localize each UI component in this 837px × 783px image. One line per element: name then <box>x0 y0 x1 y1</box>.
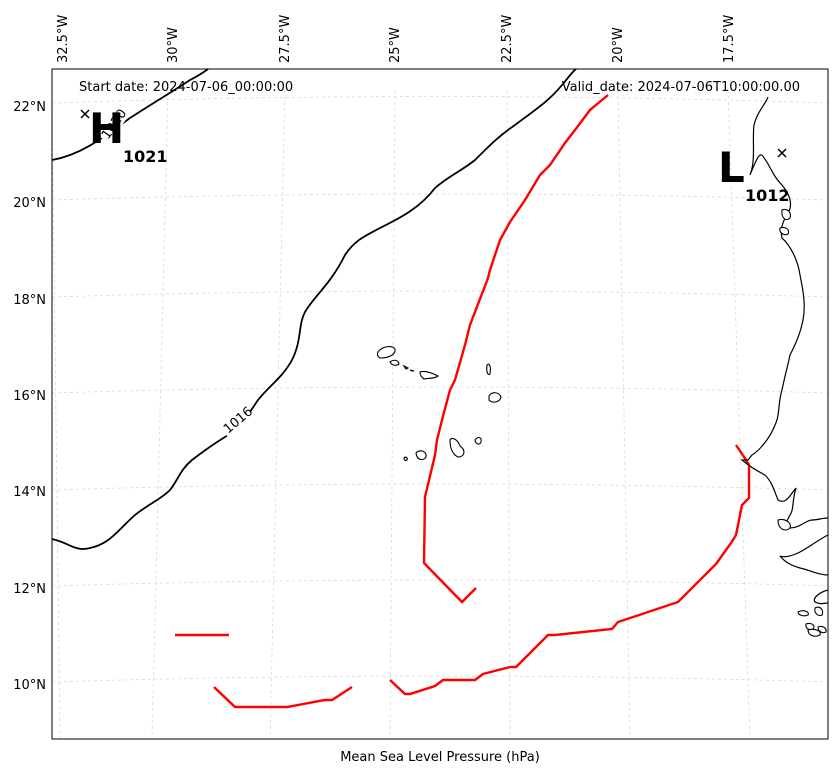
lon-tick-30w: 30°W <box>166 27 181 63</box>
map-border <box>51 68 829 740</box>
valid-date-label: Valid_date: 2024-07-06T10:00:00.00 <box>562 80 800 95</box>
africa-coastline-south <box>779 534 829 605</box>
red-contour-south <box>389 444 751 696</box>
red-contour-southwest <box>213 685 353 709</box>
lon-tick-32-5w: 32.5°W <box>56 15 71 63</box>
island-santa-luzia <box>402 364 410 370</box>
island-sal <box>486 363 491 376</box>
north-coast-details <box>779 208 791 236</box>
lon-tick-27-5w: 27.5°W <box>278 15 293 63</box>
longitude-ticks: 32.5°W 30°W 27.5°W 25°W 22.5°W 20°W 17.5… <box>56 15 737 63</box>
lat-tick-12n: 12°N <box>13 582 46 597</box>
island-maio <box>474 437 482 445</box>
high-pressure-letter: H <box>89 104 124 153</box>
start-date-label: Start date: 2024-07-06_00:00:00 <box>79 80 293 95</box>
island-sao-nicolau-main <box>419 370 440 380</box>
cape-verde-islands <box>376 346 502 461</box>
lat-tick-20n: 20°N <box>13 196 46 211</box>
parallel-gridlines <box>51 96 829 683</box>
latitude-ticks: 22°N 20°N 18°N 16°N 14°N 12°N 10°N <box>13 100 46 693</box>
low-center-marker <box>777 148 787 158</box>
lon-tick-20w: 20°W <box>611 27 626 63</box>
island-sao-nicolau <box>409 369 415 372</box>
lat-tick-16n: 16°N <box>13 389 46 404</box>
lat-tick-10n: 10°N <box>13 678 46 693</box>
low-pressure-value: 1012 <box>745 186 790 205</box>
isobar-1016 <box>51 68 577 550</box>
island-boa-vista <box>488 392 502 403</box>
island-fogo <box>415 450 427 461</box>
meridian-gridlines <box>51 89 751 740</box>
island-santiago <box>449 437 465 458</box>
coastal-inlets <box>777 518 827 637</box>
africa-coastline <box>740 96 829 530</box>
lon-tick-17-5w: 17.5°W <box>722 15 737 63</box>
lon-tick-22-5w: 22.5°W <box>500 15 515 63</box>
island-santo-antao <box>376 346 396 359</box>
lat-tick-22n: 22°N <box>13 100 46 115</box>
low-pressure-letter: L <box>718 143 745 192</box>
map-frame <box>52 69 828 739</box>
island-sao-vicente <box>389 359 400 366</box>
lat-tick-14n: 14°N <box>13 485 46 500</box>
red-contour-trough <box>422 94 609 604</box>
map-caption: Mean Sea Level Pressure (hPa) <box>340 750 540 765</box>
isobar-1020 <box>51 68 209 161</box>
high-pressure-value: 1021 <box>123 147 168 166</box>
high-center-marker <box>80 109 90 119</box>
lon-tick-25w: 25°W <box>388 27 403 63</box>
island-brava <box>403 456 408 461</box>
lat-tick-18n: 18°N <box>13 293 46 308</box>
